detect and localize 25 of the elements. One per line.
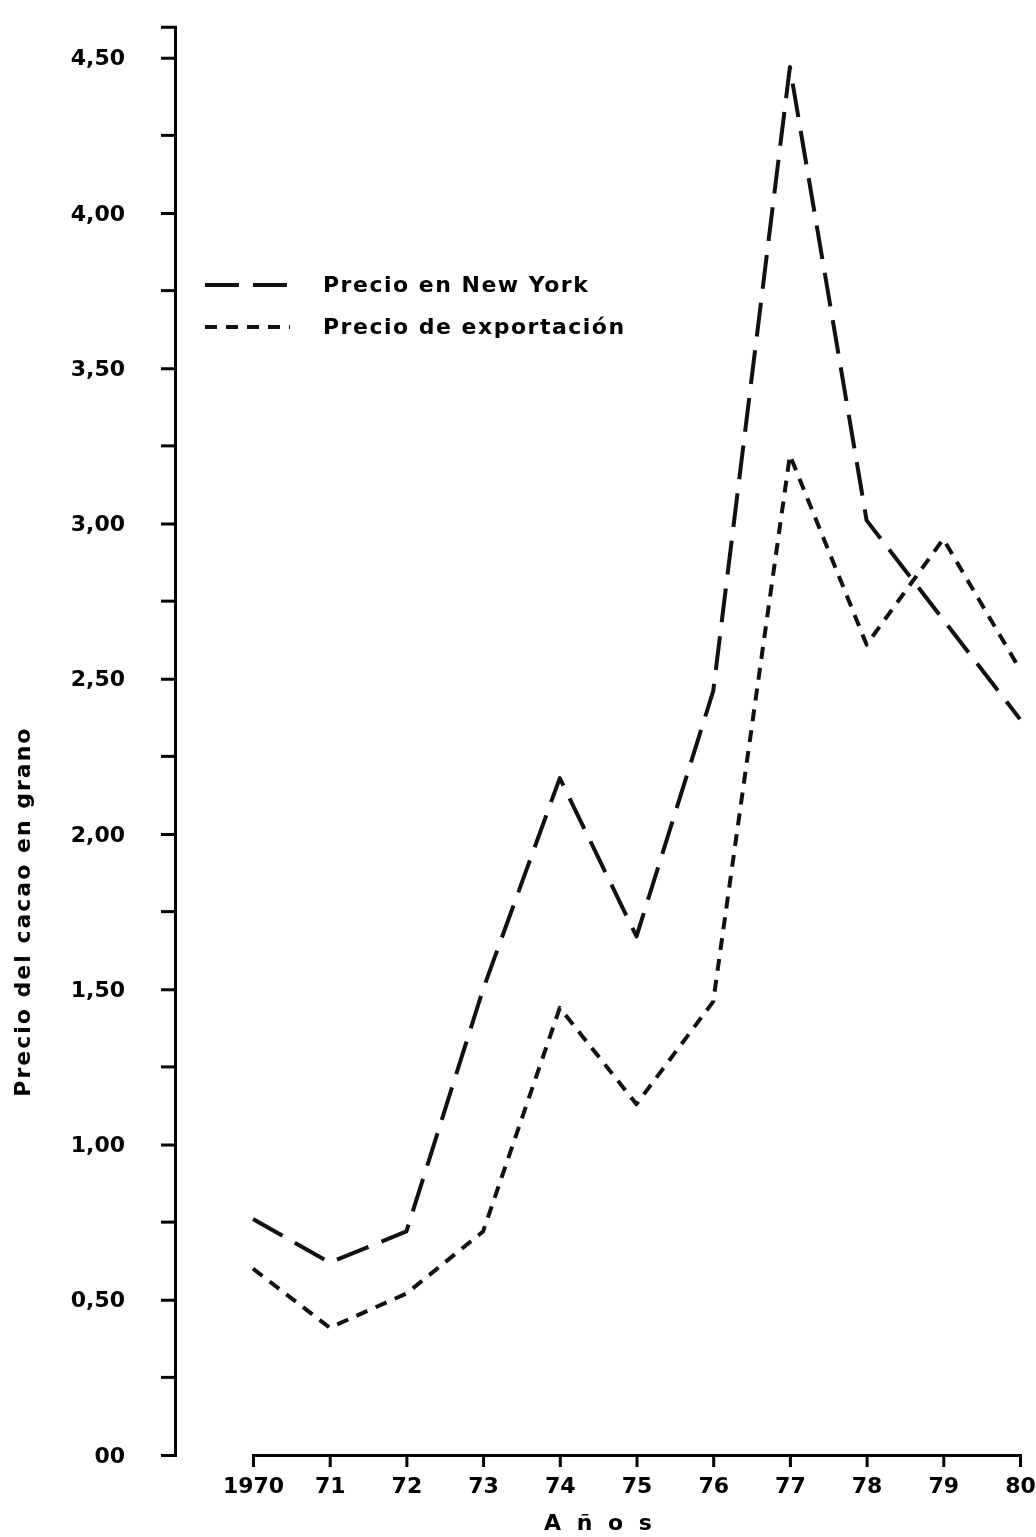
y-tick-label: 4,50 bbox=[70, 45, 125, 71]
legend-label: Precio en New York bbox=[323, 271, 590, 297]
x-tick-label: 72 bbox=[391, 1472, 423, 1498]
x-tick-label: 71 bbox=[314, 1472, 346, 1498]
x-tick-label: 73 bbox=[468, 1472, 499, 1498]
y-tick-label: 00 bbox=[94, 1442, 125, 1468]
y-tick-label: 2,00 bbox=[70, 821, 125, 847]
y-tick-label: 1,50 bbox=[70, 976, 125, 1002]
x-tick-label: 79 bbox=[928, 1472, 960, 1498]
y-tick-label: 3,00 bbox=[70, 511, 125, 537]
y-tick-label: 0,50 bbox=[70, 1287, 125, 1313]
x-axis-title: A ñ o s bbox=[544, 1510, 656, 1535]
y-tick-label: 4,00 bbox=[70, 200, 125, 226]
x-tick-label: 74 bbox=[544, 1472, 576, 1498]
legend-label: Precio de exportación bbox=[323, 313, 626, 339]
x-tick-label: 80 bbox=[1005, 1472, 1036, 1498]
y-tick-label: 1,00 bbox=[70, 1132, 125, 1158]
x-tick-label: 78 bbox=[851, 1472, 883, 1498]
y-axis-title: Precio del cacao en grano bbox=[10, 726, 35, 1097]
x-tick-label: 75 bbox=[621, 1472, 653, 1498]
x-tick-label: 77 bbox=[775, 1472, 806, 1498]
y-tick-label: 2,50 bbox=[70, 666, 125, 692]
x-tick-label: 76 bbox=[698, 1472, 730, 1498]
y-tick-label: 3,50 bbox=[70, 355, 125, 381]
x-tick-label: 1970 bbox=[222, 1472, 285, 1498]
